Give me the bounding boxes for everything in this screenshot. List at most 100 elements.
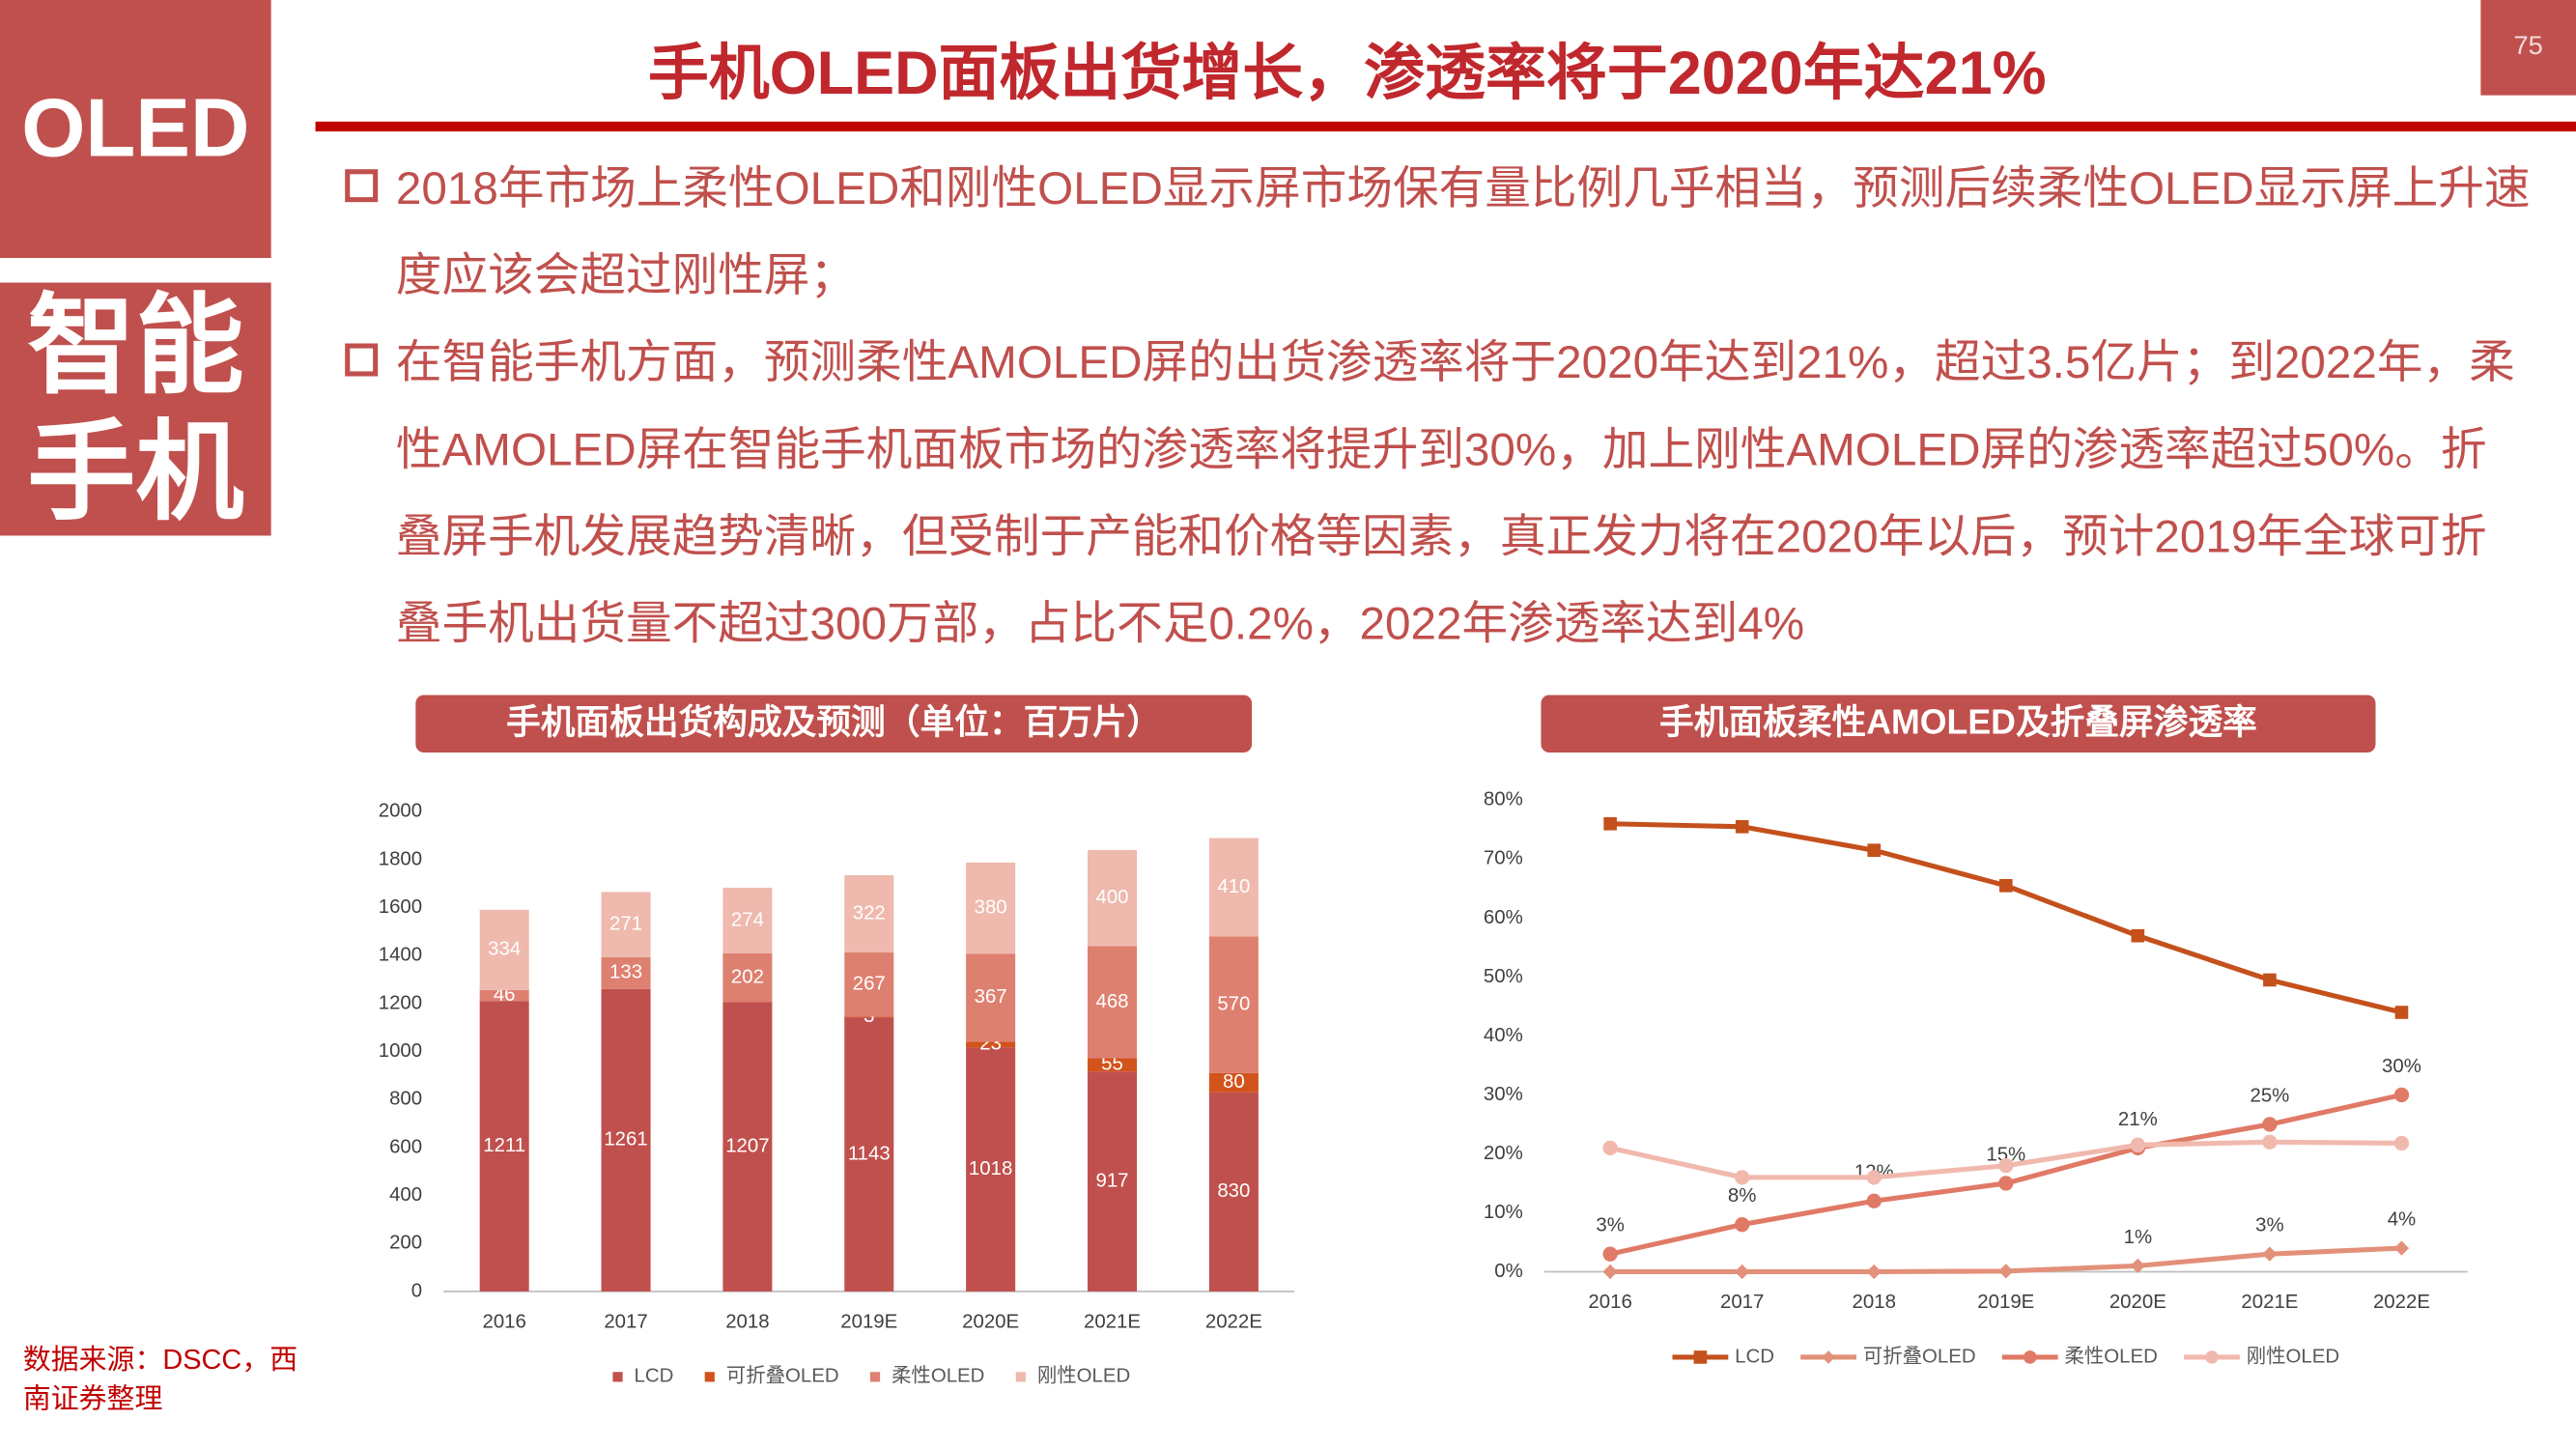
value-label: 3% <box>2255 1215 2284 1236</box>
y-tick-label: 0 <box>411 1280 422 1301</box>
bar-segment <box>966 862 1016 954</box>
y-tick-label: 40% <box>1484 1025 1523 1046</box>
x-tick-label: 2018 <box>725 1312 769 1333</box>
bar-segment <box>966 953 1016 1042</box>
value-label: 274 <box>731 909 764 930</box>
x-tick-label: 2016 <box>482 1312 525 1333</box>
bar-segment <box>1087 1058 1138 1072</box>
y-tick-label: 1800 <box>379 848 422 869</box>
value-label: 30% <box>2382 1056 2421 1077</box>
slide-title: 手机OLED面板出货增长，渗透率将于2020年达21% <box>647 39 2047 107</box>
bullet: 在智能手机方面，预测柔性AMOLED屏的出货渗透率将于2020年达到21%，超过… <box>345 319 2532 668</box>
y-tick-label: 200 <box>389 1233 422 1254</box>
legend-label: 柔性OLED <box>2064 1345 2157 1367</box>
legend-key <box>612 1372 623 1382</box>
value-label: 21% <box>2118 1109 2158 1130</box>
marker <box>2394 1006 2409 1019</box>
marker <box>1602 1140 1618 1156</box>
marker <box>1602 1264 1618 1280</box>
value-label: 15% <box>1986 1144 2025 1165</box>
marker <box>1998 1176 2014 1191</box>
marker <box>1998 879 2013 893</box>
y-tick-label: 1000 <box>379 1040 422 1062</box>
value-label: 1261 <box>604 1129 647 1151</box>
legend-key <box>869 1372 881 1382</box>
value-label: 25% <box>2250 1085 2289 1106</box>
bar-segment <box>1208 1072 1259 1093</box>
bar-segment <box>1087 1071 1138 1292</box>
x-tick-label: 2021E <box>1084 1312 1141 1333</box>
bar-segment <box>722 887 773 954</box>
bar-segment <box>844 1017 894 1292</box>
x-tick-label: 2017 <box>1720 1292 1764 1313</box>
marker <box>2023 1350 2037 1364</box>
value-label: 3% <box>1596 1215 1625 1236</box>
bar-segment <box>722 1002 773 1292</box>
value-label: 8% <box>1728 1185 1757 1207</box>
marker <box>1866 1264 1882 1280</box>
marker <box>2262 1117 2278 1132</box>
bar-segment <box>722 953 773 1003</box>
y-tick-label: 1400 <box>379 945 422 966</box>
marker <box>1866 1193 1882 1208</box>
bar-segment <box>1208 838 1259 937</box>
legend-label: 可折叠OLED <box>726 1365 839 1387</box>
x-tick-label: 2017 <box>604 1312 647 1333</box>
value-label: 830 <box>1217 1180 1250 1202</box>
marker <box>1867 843 1882 858</box>
value-label: 570 <box>1217 994 1250 1015</box>
y-tick-label: 70% <box>1484 848 1523 869</box>
value-label: 400 <box>1095 887 1128 908</box>
marker <box>1866 1170 1882 1185</box>
marker <box>1602 1246 1618 1262</box>
marker <box>2263 973 2277 987</box>
y-tick-label: 0% <box>1494 1261 1523 1282</box>
value-label: 1% <box>2124 1227 2153 1248</box>
value-label: 202 <box>731 966 764 987</box>
x-tick-label: 2020E <box>2109 1292 2166 1313</box>
bar-segment <box>601 892 651 957</box>
value-label: 410 <box>1217 876 1250 897</box>
value-label: 380 <box>975 896 1007 918</box>
bar-segment <box>1087 849 1138 947</box>
bar-segment <box>1087 946 1138 1059</box>
marker <box>2393 1135 2410 1151</box>
marker <box>2393 1087 2410 1103</box>
chart-title-bar <box>415 695 1253 753</box>
bar-segment <box>479 989 529 1002</box>
y-tick-label: 50% <box>1484 966 1523 987</box>
value-label: 1143 <box>848 1143 891 1164</box>
marker <box>2205 1350 2219 1364</box>
bar-segment <box>601 988 651 1292</box>
series-line <box>1610 821 2403 1015</box>
marker <box>1998 1158 2014 1174</box>
y-tick-label: 600 <box>389 1136 422 1157</box>
bar-segment <box>966 1041 1016 1048</box>
bar-segment <box>479 1001 529 1292</box>
y-tick-label: 2000 <box>379 801 422 822</box>
y-tick-label: 1600 <box>379 896 422 918</box>
bar-segment <box>844 1016 894 1018</box>
sidebar-tag: OLED <box>0 0 271 259</box>
legend-label: 刚性OLED <box>1037 1365 1130 1387</box>
value-label: 322 <box>853 902 886 923</box>
x-tick-label: 2019E <box>840 1312 897 1333</box>
bar-segment <box>966 1047 1016 1292</box>
legend-key <box>704 1372 715 1382</box>
value-label: 1018 <box>969 1158 1012 1179</box>
legend-label: LCD <box>635 1366 674 1387</box>
marker <box>2262 1246 2278 1262</box>
value-label: 334 <box>488 939 521 960</box>
legend-label: 可折叠OLED <box>1863 1345 1976 1367</box>
marker <box>2130 1137 2146 1152</box>
marker <box>2262 1134 2278 1150</box>
sidebar-box: 智能 手机 <box>0 282 271 536</box>
marker <box>1735 1264 1750 1280</box>
marker <box>1603 816 1617 831</box>
bullet: 2018年市场上柔性OLED和刚性OLED显示屏市场保有量比例几乎相当，预测后续… <box>345 145 2532 319</box>
legend-key <box>1015 1372 1026 1382</box>
sidebar-line: 智能 <box>27 284 244 407</box>
source-note: 数据来源：DSCC，西南证券整理 <box>22 1344 298 1415</box>
